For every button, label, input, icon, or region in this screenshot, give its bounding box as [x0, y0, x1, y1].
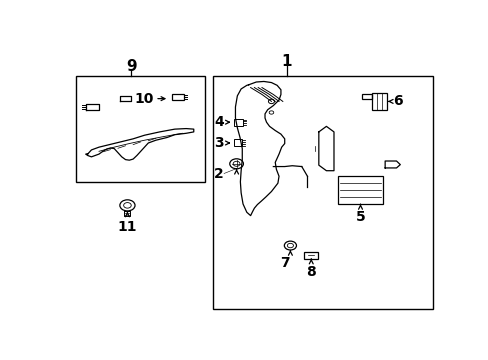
Bar: [76, 76, 205, 182]
Bar: [233, 118, 243, 126]
Text: 1: 1: [281, 54, 291, 69]
Text: 11: 11: [118, 220, 137, 234]
Bar: [304, 252, 317, 258]
Bar: [233, 139, 242, 146]
Text: 5: 5: [355, 210, 365, 224]
Text: 3: 3: [214, 136, 224, 150]
Text: 10: 10: [134, 92, 154, 105]
Text: 9: 9: [126, 59, 136, 74]
Text: 7: 7: [279, 256, 289, 270]
Bar: [337, 176, 383, 204]
Bar: [362, 94, 371, 99]
Text: 6: 6: [392, 94, 402, 108]
Text: 8: 8: [306, 265, 315, 279]
Bar: [212, 76, 432, 309]
Text: 2: 2: [214, 167, 224, 181]
Bar: [371, 93, 386, 110]
Text: 4: 4: [214, 115, 224, 129]
Bar: [171, 94, 183, 100]
